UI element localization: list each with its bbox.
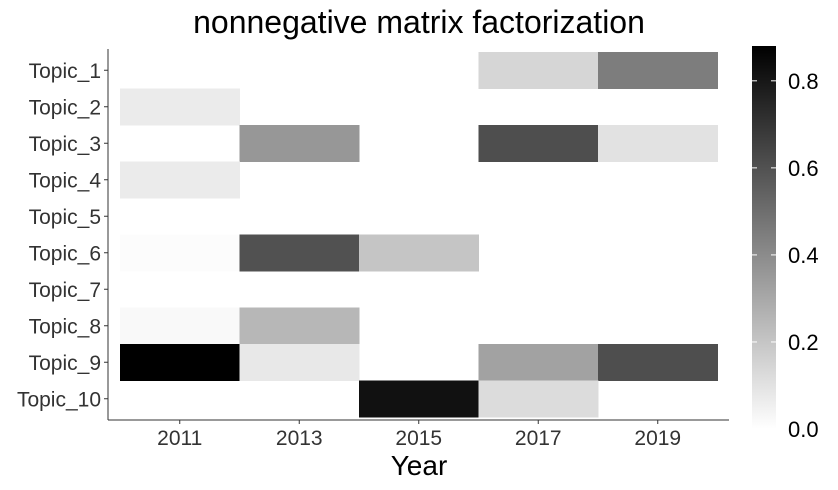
- heatmap-cell-topic_6-2015: [359, 234, 479, 272]
- y-tick-label: Topic_9: [29, 352, 101, 375]
- heatmap-cell-topic_2-2011: [120, 88, 240, 126]
- heatmap-cell-topic_10-2017: [478, 380, 599, 418]
- y-tick-label: Topic_8: [29, 315, 101, 338]
- colorbar-tick-label: 0.6: [788, 156, 819, 181]
- y-tick-label: Topic_4: [29, 169, 102, 192]
- x-tick-label: 2013: [276, 427, 323, 450]
- heatmap-cell-topic_1-2017: [478, 52, 599, 89]
- colorbar-gradient: [752, 46, 776, 429]
- axes: [104, 49, 729, 424]
- heatmap-cell-topic_3-2017: [478, 125, 599, 162]
- x-tick-label: 2017: [515, 427, 562, 450]
- x-tick-labels: 2011 2013 2015 2017 2019: [157, 427, 681, 450]
- heatmap-cell-topic_8-2013: [239, 307, 360, 345]
- y-tick-label: Topic_5: [29, 206, 101, 229]
- heatmap-cell-topic_10-2015: [359, 380, 479, 418]
- heatmap-cell-topic_6-2013: [239, 234, 360, 272]
- heatmap-cell-topic_3-2013: [239, 125, 360, 162]
- colorbar-tick-label: 0.2: [788, 330, 819, 355]
- chart-title: nonnegative matrix factorization: [193, 4, 645, 40]
- heatmap-cell-topic_9-2013: [239, 344, 360, 381]
- heatmap-cell-topic_4-2011: [120, 161, 240, 199]
- heatmap-cell-topic_8-2011: [120, 307, 240, 345]
- y-tick-label: Topic_2: [29, 96, 101, 119]
- heatmap-cell-topic_9-2019: [598, 344, 718, 381]
- colorbar-tick-label: 0.8: [788, 69, 819, 94]
- heatmap-cell-topic_1-2019: [598, 52, 718, 89]
- y-tick-label: Topic_10: [17, 388, 101, 411]
- heatmap-cells: [120, 52, 718, 418]
- colorbar-tick-label: 0.4: [788, 243, 819, 268]
- x-tick-label: 2015: [395, 427, 442, 450]
- x-tick-label: 2011: [157, 427, 202, 450]
- heatmap-cell-topic_6-2011: [120, 234, 240, 272]
- x-axis-label: Year: [391, 450, 448, 481]
- y-tick-label: Topic_1: [29, 60, 101, 83]
- colorbar-tick-label: 0.0: [788, 417, 819, 442]
- y-tick-label: Topic_3: [29, 133, 101, 156]
- x-tick-label: 2019: [634, 427, 681, 450]
- heatmap-cell-topic_9-2017: [478, 344, 599, 381]
- colorbar: 0.0 0.2 0.4 0.6 0.8: [752, 46, 819, 442]
- heatmap-cell-topic_9-2011: [120, 344, 240, 381]
- y-tick-label: Topic_6: [29, 242, 101, 265]
- y-tick-labels: Topic_1 Topic_2 Topic_3 Topic_4 Topic_5 Topic…: [17, 60, 101, 412]
- y-tick-label: Topic_7: [29, 279, 101, 302]
- heatmap-cell-topic_3-2019: [598, 125, 718, 162]
